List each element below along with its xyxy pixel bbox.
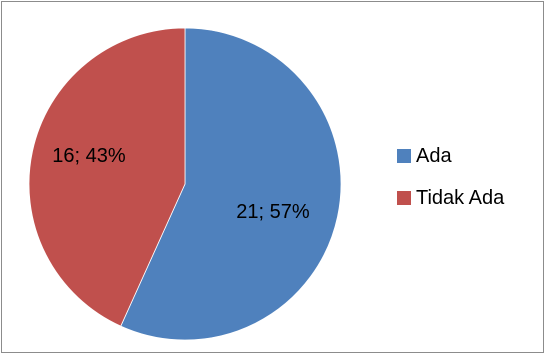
pie-slice-ada <box>120 27 342 341</box>
legend-item-ada: Ada <box>397 144 504 168</box>
legend-item-tidak-ada: Tidak Ada <box>397 186 504 210</box>
legend-label-tidak-ada: Tidak Ada <box>416 186 505 209</box>
data-label-tidak-ada: 16; 43% <box>52 145 126 167</box>
legend-label-ada: Ada <box>416 144 452 167</box>
legend-swatch-tidak-ada <box>397 191 411 205</box>
legend-swatch-ada <box>397 149 411 163</box>
legend: Ada Tidak Ada <box>397 144 504 228</box>
data-label-ada: 21; 57% <box>236 201 310 223</box>
pie-slice-tidak-ada <box>28 27 186 327</box>
